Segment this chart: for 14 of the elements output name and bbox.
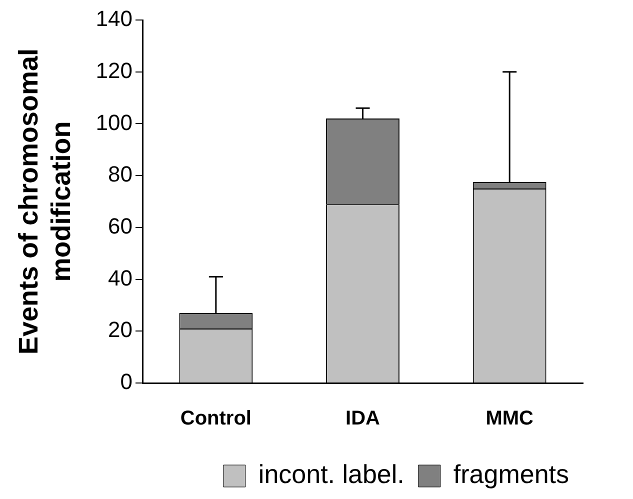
y-tick-label: 80 [108, 162, 133, 187]
y-tick-label: 0 [120, 369, 133, 394]
x-tick-label: Control [180, 408, 252, 430]
y-tick-label: 40 [108, 265, 133, 290]
y-tick-label: 20 [108, 317, 133, 342]
y-axis-title: Events of chromosomal modification [14, 48, 76, 355]
y-tick-label: 140 [96, 6, 133, 32]
legend-label: incont. label. [258, 459, 404, 490]
y-tick-label: 60 [108, 213, 133, 238]
legend-label: fragments [453, 459, 570, 490]
y-tick-label: 100 [96, 110, 133, 135]
x-tick-label: IDA [346, 408, 380, 430]
y-tick-label: 120 [96, 58, 133, 83]
x-tick-label: MMC [486, 408, 534, 430]
